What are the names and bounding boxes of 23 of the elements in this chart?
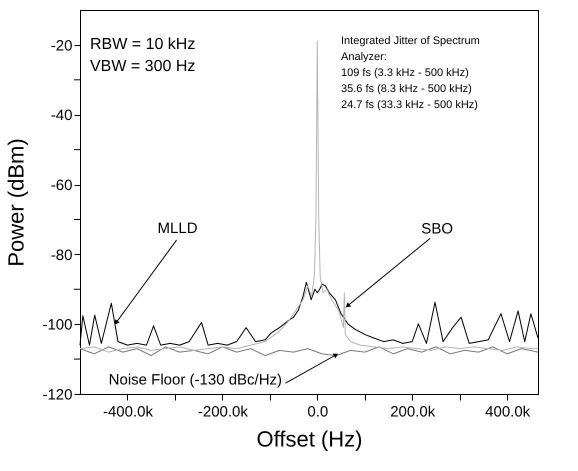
annotation: 24.7 fs (33.3 kHz - 500 kHz) bbox=[341, 99, 478, 111]
y-tick-label: -20 bbox=[50, 37, 72, 54]
annotation: SBO bbox=[421, 220, 453, 238]
y-axis-title: Power (dBm) bbox=[3, 138, 28, 267]
x-tick-label: -400.0k bbox=[102, 404, 154, 420]
annotation: RBW = 10 kHz bbox=[90, 36, 196, 53]
y-tick-label: -60 bbox=[50, 177, 72, 194]
y-tick-label: -40 bbox=[50, 107, 72, 124]
y-tick-label: -80 bbox=[50, 246, 72, 264]
y-tick-label: -120 bbox=[42, 386, 72, 404]
annotation: Noise Floor (-130 dBc/Hz) bbox=[108, 371, 282, 388]
annotation: MLLD bbox=[158, 220, 198, 238]
annotation: 109 fs (3.3 kHz - 500 kHz) bbox=[341, 67, 469, 79]
annotation: 35.6 fs (8.3 kHz - 500 kHz) bbox=[341, 83, 472, 95]
annotation: Integrated Jitter of Spectrum bbox=[341, 35, 480, 47]
annotation: Analyzer: bbox=[341, 51, 387, 63]
x-tick-label: 0.0 bbox=[307, 404, 328, 420]
x-tick-label: 200.0k bbox=[390, 404, 436, 420]
y-tick-label: -100 bbox=[42, 316, 72, 334]
x-axis-title: Offset (Hz) bbox=[256, 426, 362, 452]
x-tick-label: 400.0k bbox=[485, 404, 531, 420]
x-tick-label: -200.0k bbox=[198, 404, 248, 420]
annotation: VBW = 300 Hz bbox=[90, 58, 196, 75]
